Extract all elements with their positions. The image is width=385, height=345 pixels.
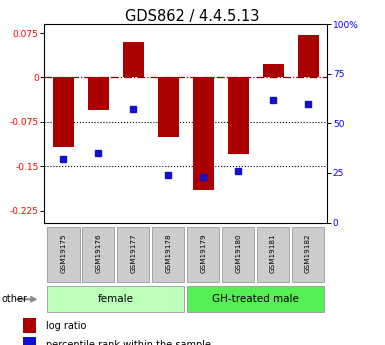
FancyBboxPatch shape <box>47 286 184 312</box>
Bar <box>23 337 36 345</box>
FancyBboxPatch shape <box>222 227 254 282</box>
Text: GSM19181: GSM19181 <box>270 234 276 273</box>
FancyBboxPatch shape <box>257 227 289 282</box>
Text: other: other <box>2 294 28 304</box>
Text: GSM19182: GSM19182 <box>305 234 311 273</box>
Text: GSM19175: GSM19175 <box>60 234 67 273</box>
Bar <box>298 35 318 77</box>
Text: GSM19177: GSM19177 <box>131 234 136 273</box>
Text: GH-treated male: GH-treated male <box>212 294 299 304</box>
Text: GDS862 / 4.4.5.13: GDS862 / 4.4.5.13 <box>125 9 260 23</box>
Text: percentile rank within the sample: percentile rank within the sample <box>46 339 211 345</box>
Bar <box>228 77 249 155</box>
Bar <box>88 77 109 110</box>
Text: log ratio: log ratio <box>46 321 87 331</box>
Bar <box>23 318 36 333</box>
Text: GSM19176: GSM19176 <box>95 234 101 273</box>
Text: GSM19180: GSM19180 <box>235 234 241 273</box>
FancyBboxPatch shape <box>47 227 80 282</box>
Bar <box>158 77 179 137</box>
Text: female: female <box>98 294 134 304</box>
Bar <box>123 42 144 77</box>
Bar <box>193 77 214 190</box>
Bar <box>263 65 284 77</box>
Text: GSM19178: GSM19178 <box>165 234 171 273</box>
FancyBboxPatch shape <box>117 227 149 282</box>
FancyBboxPatch shape <box>187 286 324 312</box>
Bar <box>53 77 74 147</box>
FancyBboxPatch shape <box>187 227 219 282</box>
FancyBboxPatch shape <box>82 227 114 282</box>
Text: GSM19179: GSM19179 <box>200 234 206 273</box>
FancyBboxPatch shape <box>292 227 324 282</box>
FancyBboxPatch shape <box>152 227 184 282</box>
